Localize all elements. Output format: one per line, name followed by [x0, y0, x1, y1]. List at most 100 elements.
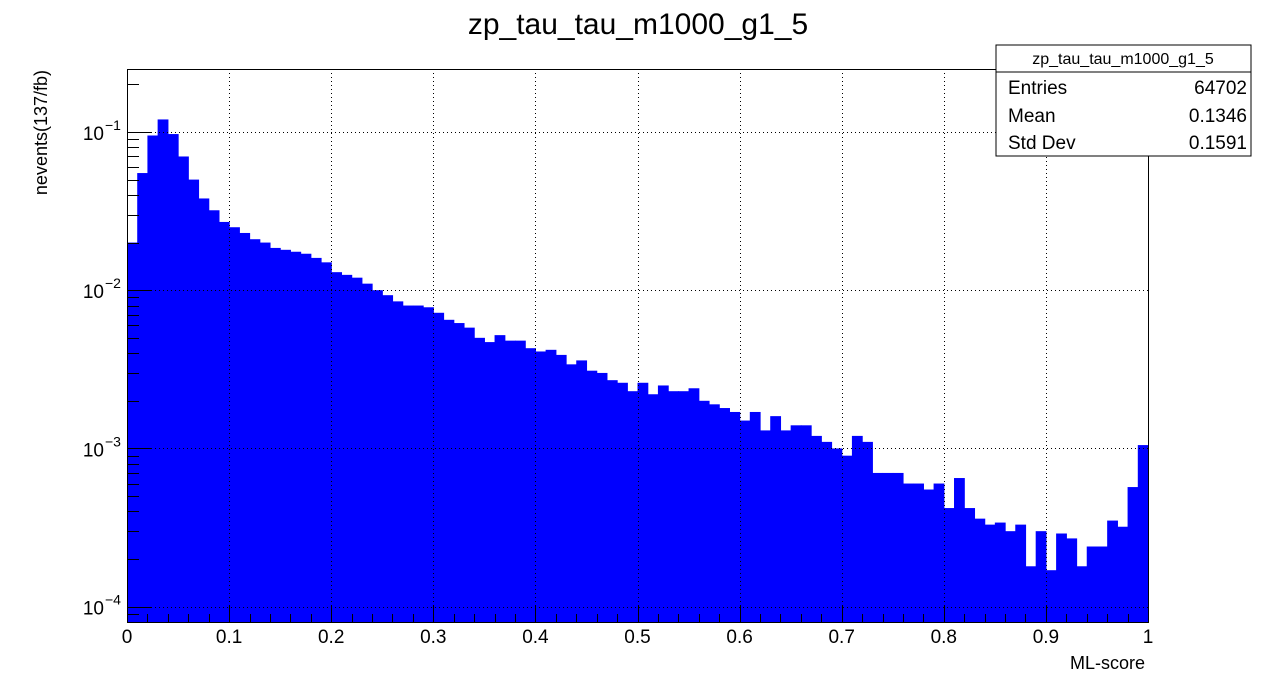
histogram-bar — [494, 335, 506, 622]
histogram-bar — [1035, 531, 1047, 622]
histogram-bar — [474, 337, 485, 622]
x-tick-labels: 0 0.1 0.2 0.3 0.4 0.5 0.6 0.7 0.8 0.9 1 — [122, 627, 1154, 648]
histogram-bar — [310, 257, 322, 622]
histogram-bar — [320, 262, 332, 622]
histogram-bar — [566, 364, 577, 622]
histogram-bar — [831, 448, 843, 622]
histogram-bar — [984, 524, 996, 622]
histogram-bar — [545, 349, 557, 622]
stats-stddev-label: Std Dev — [1008, 133, 1076, 154]
x-tick-label: 1 — [1143, 627, 1154, 648]
stats-mean-label: Mean — [1008, 106, 1056, 127]
histogram-bar — [1066, 538, 1078, 622]
histogram-bar — [1045, 570, 1057, 622]
histogram-bar — [423, 307, 434, 622]
histogram-bar — [167, 134, 179, 623]
histogram-bar — [964, 508, 976, 622]
histogram-bar — [443, 319, 455, 622]
stats-mean-value: 0.1346 — [1189, 106, 1247, 127]
histogram-bar — [902, 483, 914, 622]
histogram-bar — [1076, 566, 1088, 622]
histogram-bar — [688, 388, 700, 622]
histogram-bar — [994, 522, 1006, 622]
histogram-bar — [463, 327, 475, 622]
histogram-bar — [239, 232, 251, 623]
histogram-bar — [678, 391, 690, 622]
histogram-bar — [923, 489, 935, 622]
histogram-bar — [586, 370, 598, 622]
histogram-bar — [535, 351, 547, 622]
x-axis-label: ML-score — [1070, 653, 1145, 673]
axis-ticks — [127, 84, 1149, 623]
y-tick-labels: 10−110−210−310−4 — [83, 117, 121, 620]
histogram-bar — [943, 508, 955, 622]
histogram-bar — [760, 430, 771, 622]
histogram-bar — [1025, 566, 1037, 622]
histogram-bar — [127, 242, 138, 622]
histogram-bar — [198, 198, 210, 622]
histogram-bar — [1086, 546, 1098, 622]
chart-title: zp_tau_tau_m1000_g1_5 — [468, 8, 808, 41]
x-tick-label: 0.7 — [828, 627, 854, 648]
histogram-bar — [341, 274, 353, 622]
histogram-bar — [218, 221, 230, 622]
histogram-bar — [1127, 487, 1139, 622]
histogram-bar — [954, 478, 965, 622]
stats-box: zp_tau_tau_m1000_g1_5 Entries 64702 Mean… — [995, 44, 1252, 157]
histogram-bar — [627, 391, 639, 622]
x-tick-label: 0.9 — [1033, 627, 1059, 648]
histogram-bar — [892, 472, 904, 622]
histogram-bar — [137, 173, 149, 622]
histogram-bar — [525, 348, 536, 622]
y-tick-label: 10 — [83, 282, 104, 303]
histogram-bar — [841, 455, 853, 622]
histogram-bar — [882, 472, 894, 622]
histogram-bar — [453, 323, 465, 622]
x-tick-label: 0.2 — [318, 627, 344, 648]
stats-stddev-value: 0.1591 — [1189, 133, 1247, 154]
histogram-bar — [637, 382, 649, 622]
histogram-bar — [504, 340, 516, 622]
histogram-bar — [290, 251, 302, 622]
histogram-bar — [790, 425, 802, 622]
histogram-bar — [372, 290, 383, 622]
y-axis-label: nevents(137/fb) — [31, 70, 51, 195]
stats-entries-value: 64702 — [1194, 78, 1247, 99]
histogram-bar — [208, 210, 220, 623]
histogram-bar — [933, 483, 945, 622]
histogram-bar — [606, 380, 618, 622]
histogram-bar — [739, 420, 751, 622]
histogram-bar — [719, 408, 730, 622]
histogram-bar — [1107, 520, 1118, 622]
histogram-bar — [392, 301, 404, 622]
histogram-bar — [157, 119, 169, 622]
bars-group — [127, 119, 1149, 623]
plot-frame — [127, 69, 1149, 623]
plot-border — [127, 69, 1149, 623]
histogram-bar — [647, 394, 659, 622]
histogram-bar — [1117, 526, 1129, 622]
histogram-bar — [821, 441, 833, 622]
histogram-bar — [668, 391, 679, 622]
histogram-bar — [708, 404, 720, 622]
histogram-bar — [576, 360, 588, 622]
stats-box-frame — [995, 44, 1252, 157]
y-tick-label: 10 — [83, 440, 104, 461]
histogram-bar — [514, 340, 526, 622]
histogram-bar — [862, 441, 873, 622]
histogram-bar — [147, 135, 159, 622]
histogram-bar — [729, 411, 741, 622]
histogram-bar — [382, 295, 394, 622]
histogram-bar — [617, 382, 628, 622]
histogram-bar — [188, 179, 200, 622]
histogram-bar — [780, 430, 792, 622]
histogram-bar — [1137, 445, 1149, 622]
y-tick-exponent: −3 — [105, 433, 121, 449]
histogram-bar — [1005, 531, 1016, 622]
histogram-bar — [770, 416, 782, 622]
histogram-bar — [596, 372, 608, 622]
y-tick-exponent: −2 — [105, 275, 121, 291]
histogram-bar — [331, 272, 343, 622]
x-tick-label: 0.8 — [931, 627, 957, 648]
